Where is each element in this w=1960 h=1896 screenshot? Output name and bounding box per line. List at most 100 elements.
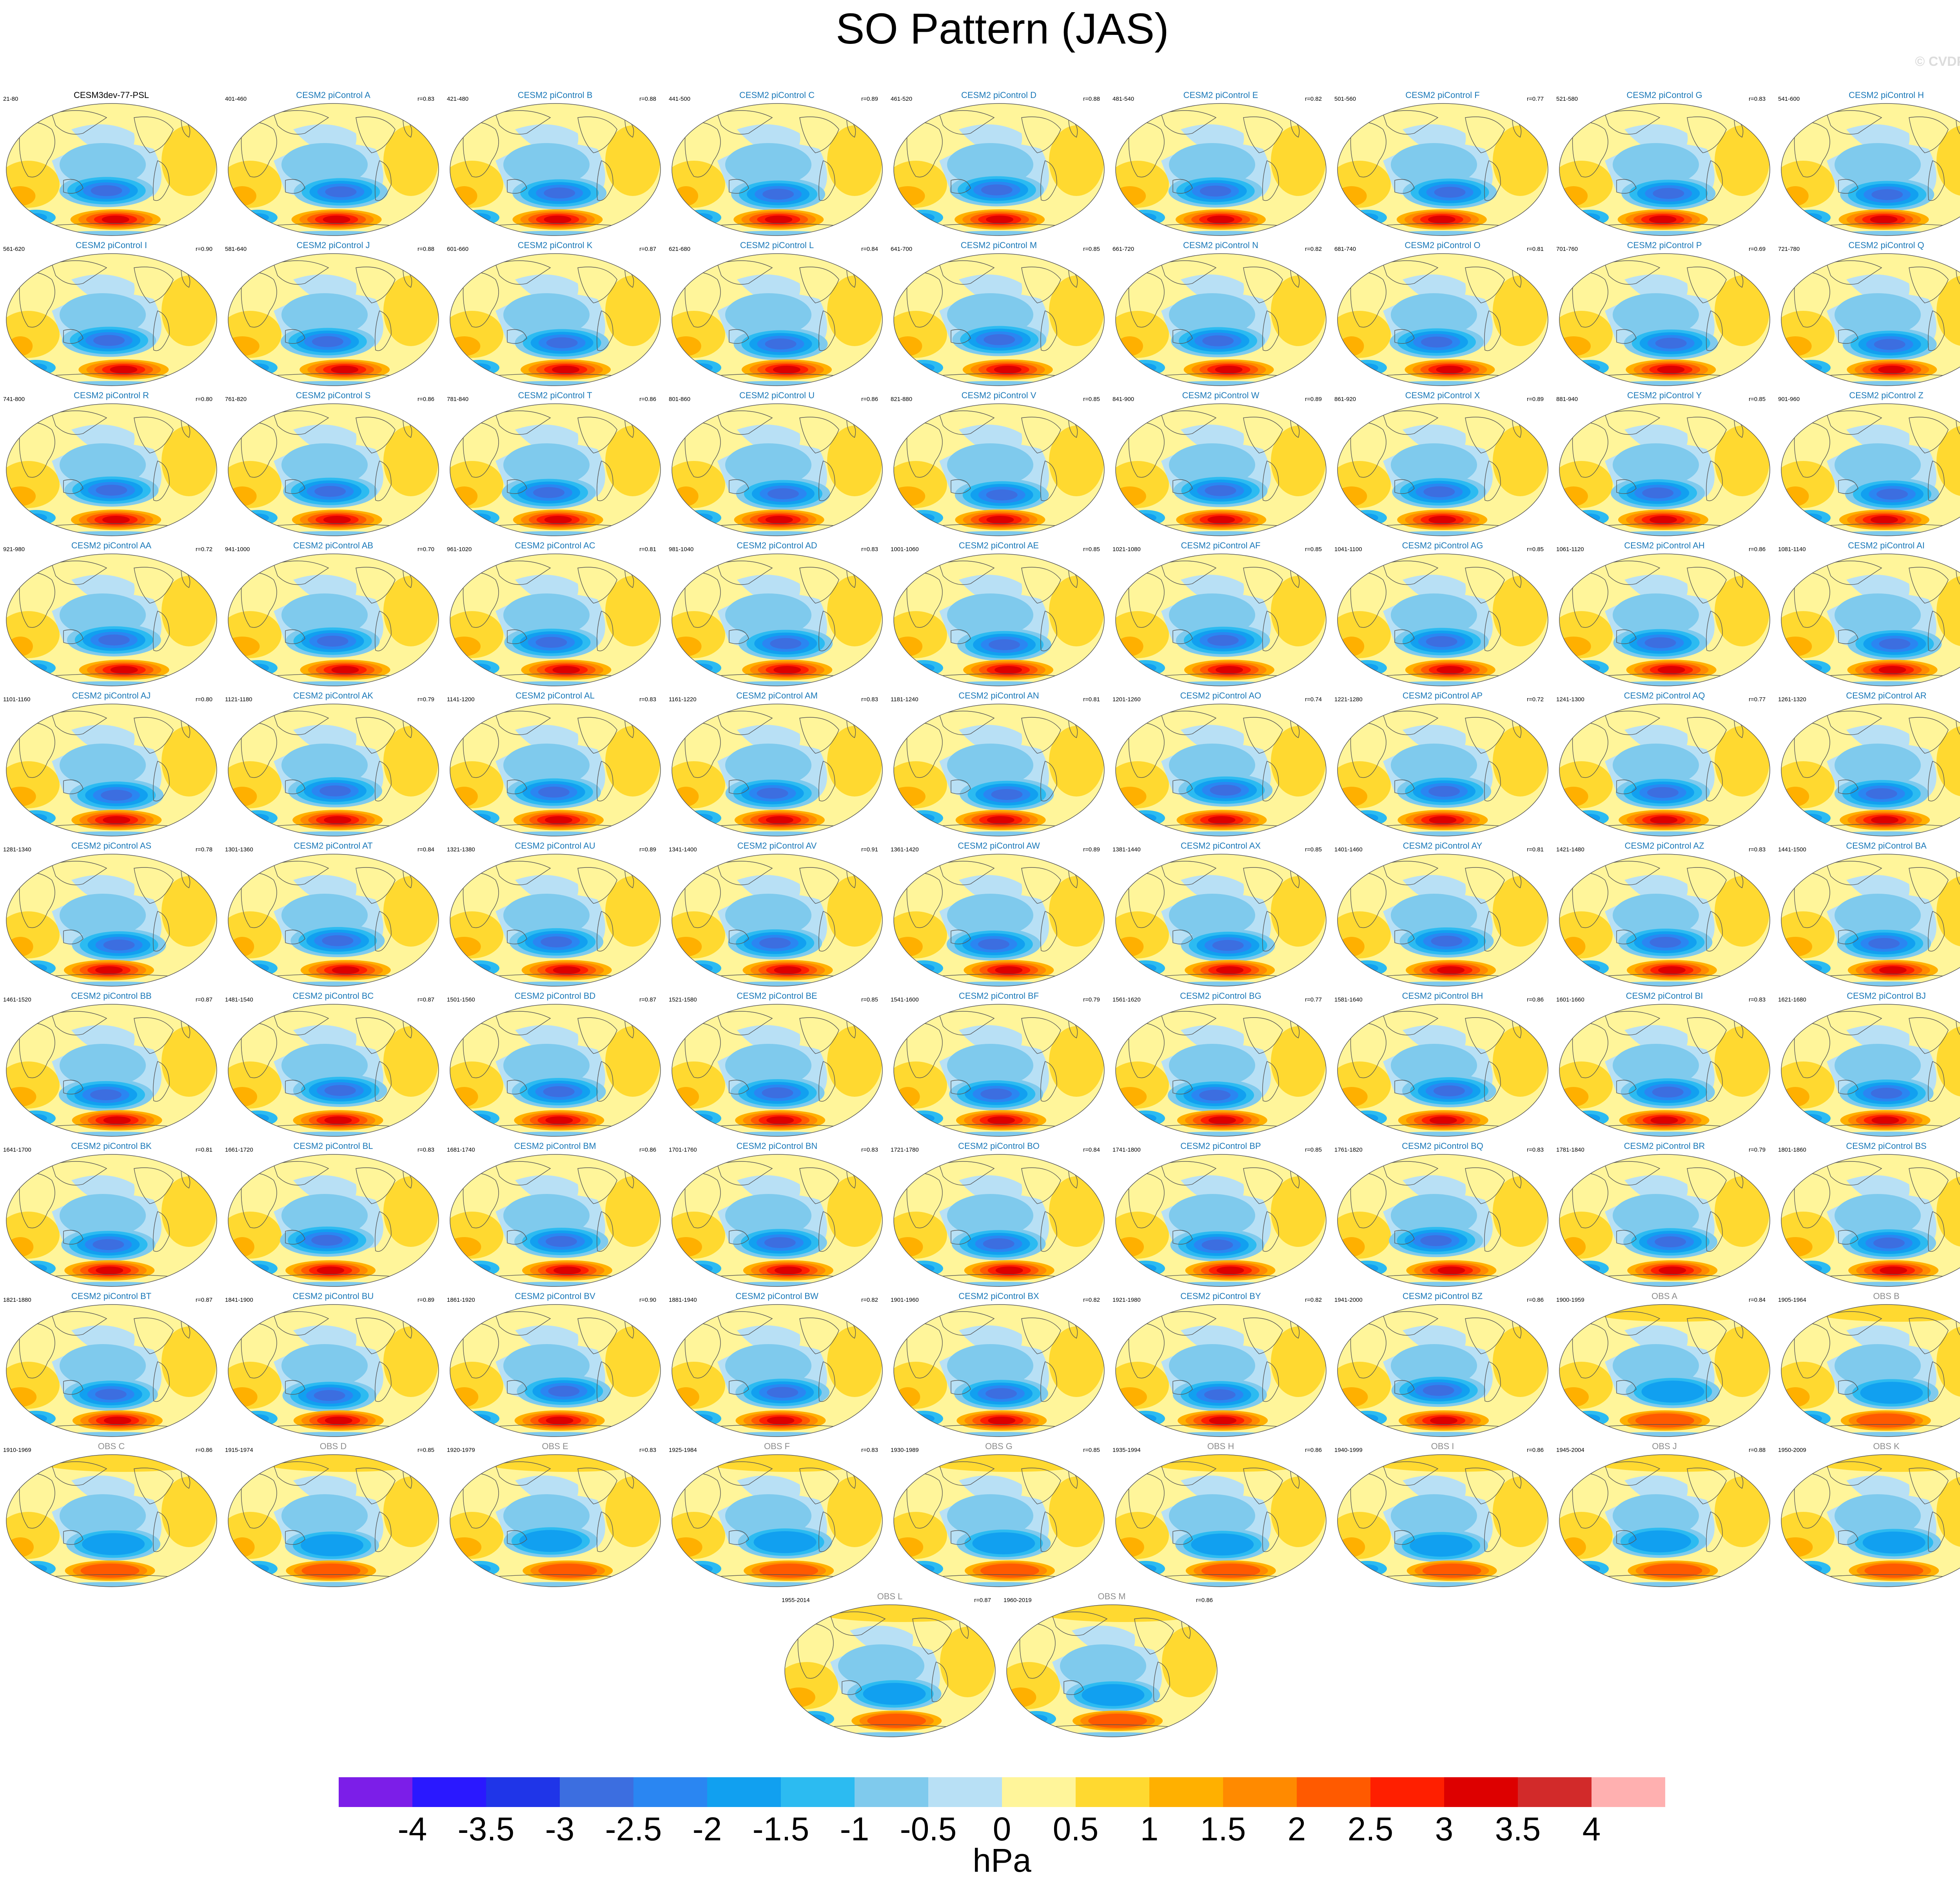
panel-correlation: r=0.86 — [1527, 1447, 1544, 1453]
colorbar-swatch — [707, 1777, 781, 1807]
map-contour — [383, 276, 438, 346]
panel-name: OBS E — [542, 1441, 568, 1451]
sea-level-pressure-map — [784, 1604, 996, 1737]
panel-correlation: r=0.74 — [1305, 696, 1322, 703]
map-frame — [893, 403, 1105, 536]
map-contour — [1356, 664, 1378, 672]
map-contour — [1655, 1236, 1686, 1248]
panel-correlation: r=0.84 — [861, 246, 878, 252]
map-contour — [1578, 964, 1600, 972]
map-contour — [101, 789, 132, 801]
map-frame — [6, 1304, 217, 1437]
map-contour — [1866, 788, 1897, 799]
map-panel: OBS G 1930-1989 r=0.85 — [889, 1441, 1109, 1590]
panel-name: OBS L — [877, 1591, 903, 1601]
map-panel: CESM2 piControl AC 961-1020 r=0.81 — [445, 541, 665, 689]
panel-years: 981-1040 — [669, 546, 694, 553]
panel-years: 1241-1300 — [1556, 696, 1584, 703]
map-contour — [461, 231, 650, 236]
map-panel: CESM2 piControl F 501-560 r=0.77 — [1333, 90, 1552, 239]
map-contour — [1356, 1114, 1378, 1123]
map-panel: OBS F 1925-1984 r=0.83 — [667, 1441, 887, 1590]
map-contour — [1800, 363, 1822, 372]
sea-level-pressure-map — [671, 403, 883, 536]
sea-level-pressure-map — [1559, 403, 1770, 536]
sea-level-pressure-map — [671, 103, 883, 236]
panel-correlation: r=0.85 — [1083, 246, 1100, 252]
map-panel: CESM2 piControl BT 1821-1880 r=0.87 — [2, 1291, 221, 1440]
panel-correlation: r=0.83 — [417, 1147, 434, 1153]
panel-years: 1821-1880 — [3, 1297, 31, 1303]
map-contour — [1585, 1305, 1766, 1322]
map-contour — [1800, 1564, 1822, 1573]
sea-level-pressure-map — [450, 1004, 661, 1137]
panel-name: CESM2 piControl BC — [292, 991, 374, 1001]
map-contour — [1049, 576, 1104, 646]
panel-years: 741-800 — [3, 396, 25, 403]
sea-level-pressure-map — [893, 854, 1105, 987]
sea-level-pressure-map — [228, 854, 439, 987]
map-contour — [319, 785, 351, 797]
panel-correlation: r=0.87 — [417, 996, 434, 1003]
sea-level-pressure-map — [1337, 253, 1548, 386]
map-contour — [984, 334, 1015, 345]
sea-level-pressure-map — [1337, 553, 1548, 686]
panel-name: CESM2 piControl S — [296, 390, 371, 400]
map-frame — [671, 1004, 883, 1137]
map-contour — [1127, 531, 1315, 536]
map-contour — [1876, 488, 1908, 500]
map-panel: CESM2 piControl AL 1141-1200 r=0.83 — [445, 691, 665, 840]
map-contour — [60, 1344, 146, 1387]
map-frame — [1781, 1154, 1960, 1287]
map-panel: CESM2 piControl BD 1501-1560 r=0.87 — [445, 991, 665, 1140]
map-contour — [162, 876, 216, 947]
sea-level-pressure-map — [1115, 1004, 1327, 1137]
map-frame — [1337, 103, 1548, 236]
panel-years: 401-460 — [225, 96, 247, 102]
map-contour — [1792, 1432, 1960, 1437]
panel-name: CESM2 piControl BQ — [1402, 1141, 1483, 1151]
map-contour — [1807, 554, 1960, 571]
panel-name: CESM2 piControl M — [960, 240, 1037, 250]
panel-years: 441-500 — [669, 96, 691, 102]
map-contour — [32, 254, 212, 271]
panel-correlation: r=0.80 — [196, 396, 212, 403]
panel-correlation: r=0.77 — [1527, 96, 1544, 102]
colorbar-swatch — [855, 1777, 928, 1807]
map-contour — [683, 831, 871, 836]
map-contour — [905, 681, 1093, 686]
map-contour — [1807, 103, 1960, 121]
colorbar-swatch — [1518, 1777, 1592, 1807]
map-contour — [905, 831, 1093, 836]
panel-correlation: r=0.86 — [1305, 1447, 1322, 1453]
map-panel: CESM2 piControl S 761-820 r=0.86 — [223, 390, 443, 539]
map-contour — [301, 1564, 361, 1578]
map-panel: CESM2 piControl BL 1661-1720 r=0.83 — [223, 1141, 443, 1290]
map-contour — [947, 1494, 1033, 1537]
map-contour — [103, 939, 135, 951]
map-contour — [323, 516, 351, 524]
map-contour — [1792, 231, 1960, 236]
map-panel: CESM2 piControl BM 1681-1740 r=0.86 — [445, 1141, 665, 1290]
panel-years: 1701-1760 — [669, 1147, 697, 1153]
map-panel: CESM2 piControl AX 1381-1440 r=0.85 — [1111, 841, 1330, 990]
map-contour — [32, 103, 212, 121]
map-contour — [228, 336, 260, 356]
map-contour — [920, 1455, 1100, 1472]
map-contour — [605, 876, 660, 947]
map-contour — [1134, 664, 1156, 672]
map-contour — [920, 1305, 1100, 1322]
map-contour — [383, 576, 438, 646]
map-contour — [1049, 125, 1104, 196]
map-contour — [25, 1114, 47, 1123]
map-contour — [1657, 366, 1685, 374]
map-panel: CESM2 piControl BB 1461-1520 r=0.87 — [2, 991, 221, 1140]
map-contour — [762, 189, 794, 200]
map-contour — [1348, 1282, 1537, 1286]
map-contour — [698, 704, 878, 721]
panel-name: CESM2 piControl BI — [1626, 991, 1703, 1001]
panel-correlation: r=0.91 — [861, 846, 878, 853]
sea-level-pressure-map — [1559, 253, 1770, 386]
map-contour — [239, 831, 428, 836]
map-contour — [1835, 744, 1921, 787]
